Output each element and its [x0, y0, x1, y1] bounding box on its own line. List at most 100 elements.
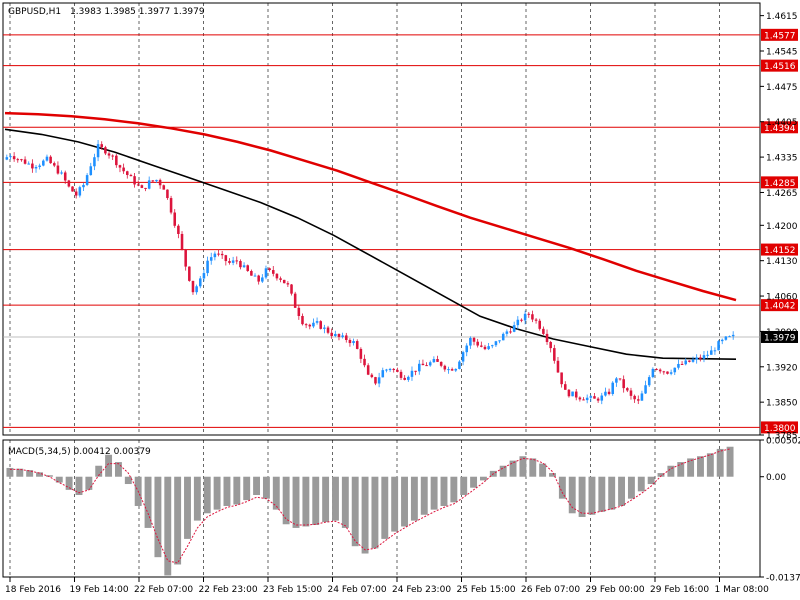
candle-body	[717, 341, 720, 351]
candle-body	[323, 327, 326, 329]
y-tick-label: 1.4615	[766, 12, 798, 22]
macd-bar	[164, 476, 172, 576]
ohlc-values: 1.3983 1.3985 1.3977 1.3979	[70, 7, 205, 17]
macd-bar	[233, 476, 241, 505]
candle-body	[158, 179, 162, 186]
candle-body	[250, 270, 253, 276]
candle-body	[396, 369, 399, 372]
candle-body	[498, 340, 501, 342]
macd-bar	[460, 476, 468, 496]
candle-body	[275, 273, 279, 279]
candle-body	[549, 342, 552, 349]
candle-body	[337, 333, 341, 337]
macd-bar	[154, 476, 162, 558]
macd-bar	[657, 473, 665, 477]
macd-bar	[677, 462, 685, 477]
candle-body	[633, 395, 636, 400]
x-tick-label: 18 Feb 2016	[5, 585, 61, 595]
macd-bar	[341, 476, 349, 528]
candle-body	[461, 352, 465, 362]
candle-body	[425, 365, 428, 367]
candle-body	[523, 313, 527, 321]
macd-bar	[243, 476, 251, 501]
candle-body	[563, 384, 567, 390]
candle-body	[12, 156, 16, 160]
candle-body	[702, 355, 706, 359]
candle-body	[699, 357, 702, 359]
candle-body	[140, 185, 144, 188]
candle-body	[341, 335, 344, 337]
level-tag	[761, 176, 798, 189]
candle-body	[49, 156, 52, 164]
macd-bar	[144, 476, 152, 528]
candle-body	[115, 155, 118, 166]
candle-body	[209, 257, 213, 261]
candle-body	[636, 399, 640, 401]
candle-body	[487, 346, 490, 350]
candle-body	[556, 360, 560, 373]
candle-body	[560, 372, 563, 385]
candle-body	[432, 359, 436, 363]
candle-body	[330, 332, 333, 337]
candle-body	[224, 255, 228, 262]
candle-body	[706, 354, 709, 356]
candle-body	[688, 360, 691, 362]
candle-body	[344, 335, 348, 340]
candle-body	[144, 187, 147, 189]
candle-body	[180, 233, 184, 250]
macd-bar	[519, 456, 527, 477]
candle-body	[713, 350, 717, 352]
x-tick-label: 1 Mar 08:00	[715, 585, 770, 595]
level-tag-label: 1.4152	[764, 246, 796, 256]
candle-body	[31, 163, 34, 169]
candle-body	[414, 370, 417, 372]
candle-body	[374, 377, 377, 384]
macd-bar	[322, 476, 330, 523]
candle-body	[615, 378, 618, 383]
macd-bar	[253, 476, 261, 496]
ma-slow-line	[4, 111, 737, 302]
candle-body	[582, 399, 585, 401]
candle-body	[239, 261, 242, 268]
macd-bar	[568, 476, 576, 514]
macd-bar	[618, 476, 626, 506]
candle-body	[271, 270, 275, 274]
candle-body	[334, 333, 337, 337]
candle-body	[593, 396, 596, 399]
candle-body	[326, 327, 330, 333]
candle-body	[56, 165, 60, 174]
candle-body	[600, 395, 604, 401]
candle-body	[293, 293, 297, 308]
y-tick-label: 1.4060	[766, 293, 798, 303]
current-price-tag	[761, 330, 798, 343]
macd-y-tick-label: 0.00502	[766, 437, 800, 447]
price-panel[interactable]	[2, 2, 761, 436]
macd-bar	[706, 453, 714, 477]
macd-indicator	[6, 446, 734, 576]
candle-body	[34, 166, 38, 169]
candle-body	[381, 370, 385, 378]
candle-body	[531, 314, 534, 320]
y-tick-label: 1.3785	[766, 432, 798, 442]
macd-bar	[213, 476, 221, 510]
candle-body	[67, 180, 71, 187]
macd-bar	[26, 470, 34, 477]
candle-body	[388, 368, 392, 370]
macd-bar	[716, 448, 724, 477]
y-tick-label: 1.3920	[766, 363, 798, 373]
candle-body	[392, 368, 396, 370]
candle-body	[728, 336, 731, 338]
candle-body	[626, 388, 629, 391]
candle-body	[235, 260, 239, 262]
macd-bar	[598, 476, 606, 512]
y-tick-label: 1.4405	[766, 118, 798, 128]
candle-body	[264, 268, 268, 278]
candle-body	[9, 156, 12, 158]
candle-body	[666, 371, 669, 374]
level-tag-label: 1.4577	[764, 31, 796, 41]
candle-body	[111, 155, 114, 157]
candle-body	[359, 348, 363, 359]
candle-body	[38, 165, 41, 167]
candle-body	[304, 324, 308, 326]
